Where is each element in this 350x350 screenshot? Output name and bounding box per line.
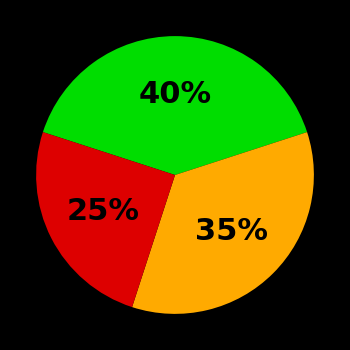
- Text: 40%: 40%: [139, 80, 211, 109]
- Wedge shape: [36, 132, 175, 307]
- Wedge shape: [43, 36, 307, 175]
- Wedge shape: [132, 132, 314, 314]
- Text: 35%: 35%: [195, 217, 268, 246]
- Text: 25%: 25%: [67, 197, 140, 226]
